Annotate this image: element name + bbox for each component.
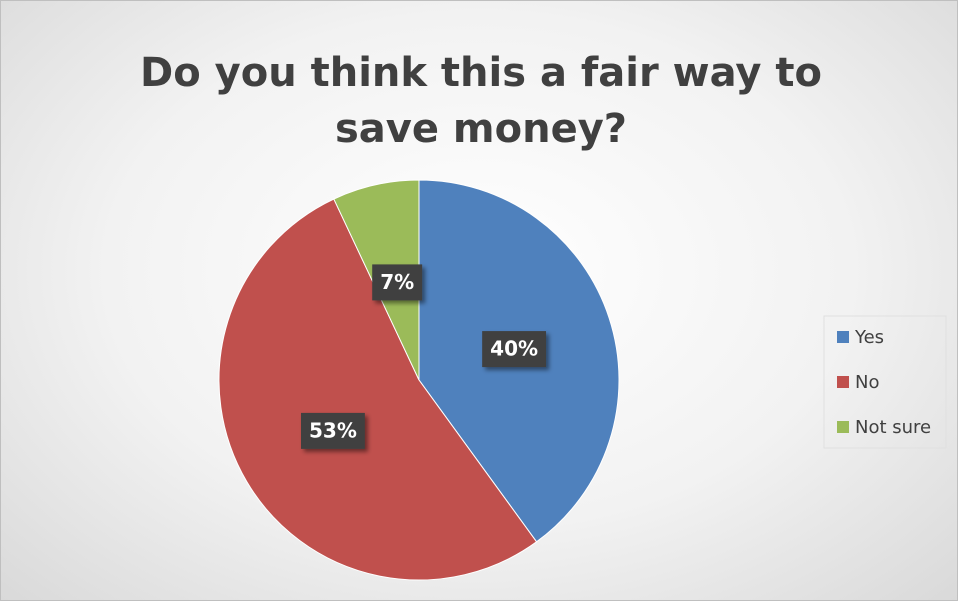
legend-swatch xyxy=(837,376,849,388)
data-label-box xyxy=(372,264,423,301)
legend-label: Not sure xyxy=(855,417,931,438)
chart-title: Do you think this a fair way to save mon… xyxy=(140,50,822,152)
data-label: 53% xyxy=(300,412,365,449)
data-label-text: 53% xyxy=(309,418,357,442)
legend-label: Yes xyxy=(854,327,884,348)
legend-label: No xyxy=(855,372,879,393)
data-label-text: 40% xyxy=(490,337,538,361)
data-label: 40% xyxy=(482,331,547,368)
legend-box xyxy=(823,315,947,449)
data-label-box xyxy=(482,331,547,368)
legend-swatch xyxy=(837,331,849,343)
data-label-box xyxy=(300,412,365,449)
data-label-text: 7% xyxy=(380,270,414,294)
legend-swatch xyxy=(837,421,849,433)
data-label: 7% xyxy=(372,264,423,301)
pie-slice xyxy=(218,198,538,581)
